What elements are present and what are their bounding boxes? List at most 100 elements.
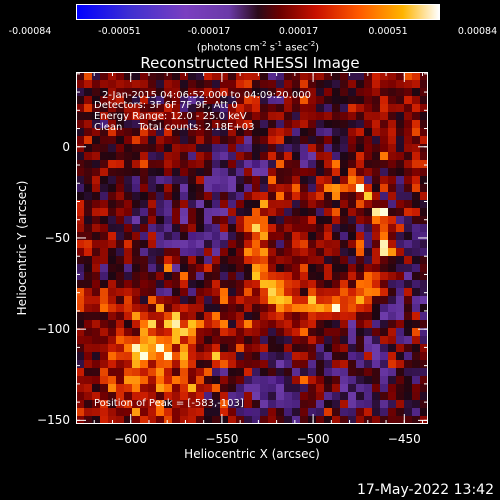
- heatmap-cell: [412, 352, 420, 360]
- heatmap-cell: [308, 280, 316, 288]
- heatmap-cell: [148, 216, 156, 224]
- heatmap-cell: [196, 120, 204, 128]
- heatmap-cell: [372, 288, 380, 296]
- heatmap-cell: [268, 136, 276, 144]
- heatmap-cell: [92, 96, 100, 104]
- heatmap-cell: [108, 136, 116, 144]
- heatmap-cell: [84, 152, 92, 160]
- heatmap-cell: [260, 144, 268, 152]
- heatmap-cell: [204, 232, 212, 240]
- heatmap-cell: [252, 288, 260, 296]
- heatmap-cell: [212, 208, 220, 216]
- heatmap-cell: [236, 304, 244, 312]
- heatmap-cell: [260, 416, 268, 424]
- heatmap-cell: [212, 224, 220, 232]
- heatmap-cell: [268, 224, 276, 232]
- heatmap-cell: [260, 112, 268, 120]
- heatmap-cell: [140, 400, 148, 408]
- heatmap-cell: [404, 152, 412, 160]
- heatmap-cell: [148, 400, 156, 408]
- heatmap-cell: [420, 344, 428, 352]
- heatmap-cell: [332, 216, 340, 224]
- heatmap-cell: [164, 360, 172, 368]
- heatmap-cell: [236, 368, 244, 376]
- heatmap-cell: [148, 120, 156, 128]
- heatmap-cell: [156, 296, 164, 304]
- heatmap-cell: [164, 128, 172, 136]
- heatmap-cell: [260, 184, 268, 192]
- heatmap-cell: [220, 192, 228, 200]
- heatmap-cell: [124, 104, 132, 112]
- heatmap-cell: [132, 312, 140, 320]
- heatmap-cell: [84, 240, 92, 248]
- heatmap-cell: [252, 192, 260, 200]
- heatmap-cell: [84, 416, 92, 424]
- heatmap-cell: [164, 328, 172, 336]
- heatmap-cell: [388, 216, 396, 224]
- heatmap-cell: [92, 120, 100, 128]
- heatmap-cell: [380, 208, 388, 216]
- heatmap-cell: [236, 384, 244, 392]
- heatmap-cell: [420, 296, 428, 304]
- heatmap-cell: [340, 280, 348, 288]
- heatmap-cell: [412, 88, 420, 96]
- heatmap-cell: [100, 200, 108, 208]
- heatmap-cell: [196, 152, 204, 160]
- heatmap-cell: [356, 232, 364, 240]
- heatmap-cell: [388, 88, 396, 96]
- heatmap-cell: [276, 136, 284, 144]
- heatmap-cell: [380, 240, 388, 248]
- heatmap-cell: [124, 336, 132, 344]
- heatmap-cell: [268, 152, 276, 160]
- heatmap-cell: [148, 88, 156, 96]
- heatmap-cell: [148, 384, 156, 392]
- heatmap-cell: [396, 128, 404, 136]
- heatmap-cell: [372, 336, 380, 344]
- heatmap-cell: [100, 144, 108, 152]
- heatmap-cell: [284, 144, 292, 152]
- heatmap-cell: [164, 392, 172, 400]
- heatmap-cell: [196, 104, 204, 112]
- heatmap-cell: [140, 160, 148, 168]
- heatmap-cell: [404, 304, 412, 312]
- heatmap-cell: [132, 400, 140, 408]
- heatmap-cell: [148, 96, 156, 104]
- heatmap-cell: [100, 168, 108, 176]
- heatmap-cell: [292, 288, 300, 296]
- heatmap-cell: [252, 272, 260, 280]
- heatmap-cell: [348, 400, 356, 408]
- heatmap-cell: [188, 248, 196, 256]
- heatmap-cell: [116, 128, 124, 136]
- heatmap-cell: [244, 392, 252, 400]
- heatmap-cell: [212, 336, 220, 344]
- heatmap-cell: [156, 72, 164, 80]
- heatmap-cell: [108, 256, 116, 264]
- heatmap-cell: [388, 176, 396, 184]
- heatmap-cell: [76, 104, 84, 112]
- annotation-detectors: Detectors: 3F 6F 7F 9F, Att 0: [94, 100, 238, 111]
- heatmap-cell: [180, 216, 188, 224]
- heatmap-cell: [228, 344, 236, 352]
- heatmap-cell: [236, 248, 244, 256]
- heatmap-cell: [76, 376, 84, 384]
- heatmap-cell: [420, 104, 428, 112]
- heatmap-cell: [180, 304, 188, 312]
- heatmap-cell: [348, 384, 356, 392]
- heatmap-cell: [380, 280, 388, 288]
- heatmap-cell: [372, 296, 380, 304]
- heatmap-cell: [244, 168, 252, 176]
- heatmap-cell: [380, 152, 388, 160]
- heatmap-cell: [340, 184, 348, 192]
- heatmap-cell: [276, 184, 284, 192]
- heatmap-cell: [132, 328, 140, 336]
- heatmap-cell: [308, 360, 316, 368]
- heatmap-cell: [196, 280, 204, 288]
- heatmap-cell: [180, 416, 188, 424]
- heatmap-cell: [124, 368, 132, 376]
- heatmap-cell: [236, 360, 244, 368]
- heatmap-cell: [116, 136, 124, 144]
- heatmap-cell: [140, 344, 148, 352]
- heatmap-cell: [404, 328, 412, 336]
- heatmap-cell: [412, 224, 420, 232]
- heatmap-cell: [412, 192, 420, 200]
